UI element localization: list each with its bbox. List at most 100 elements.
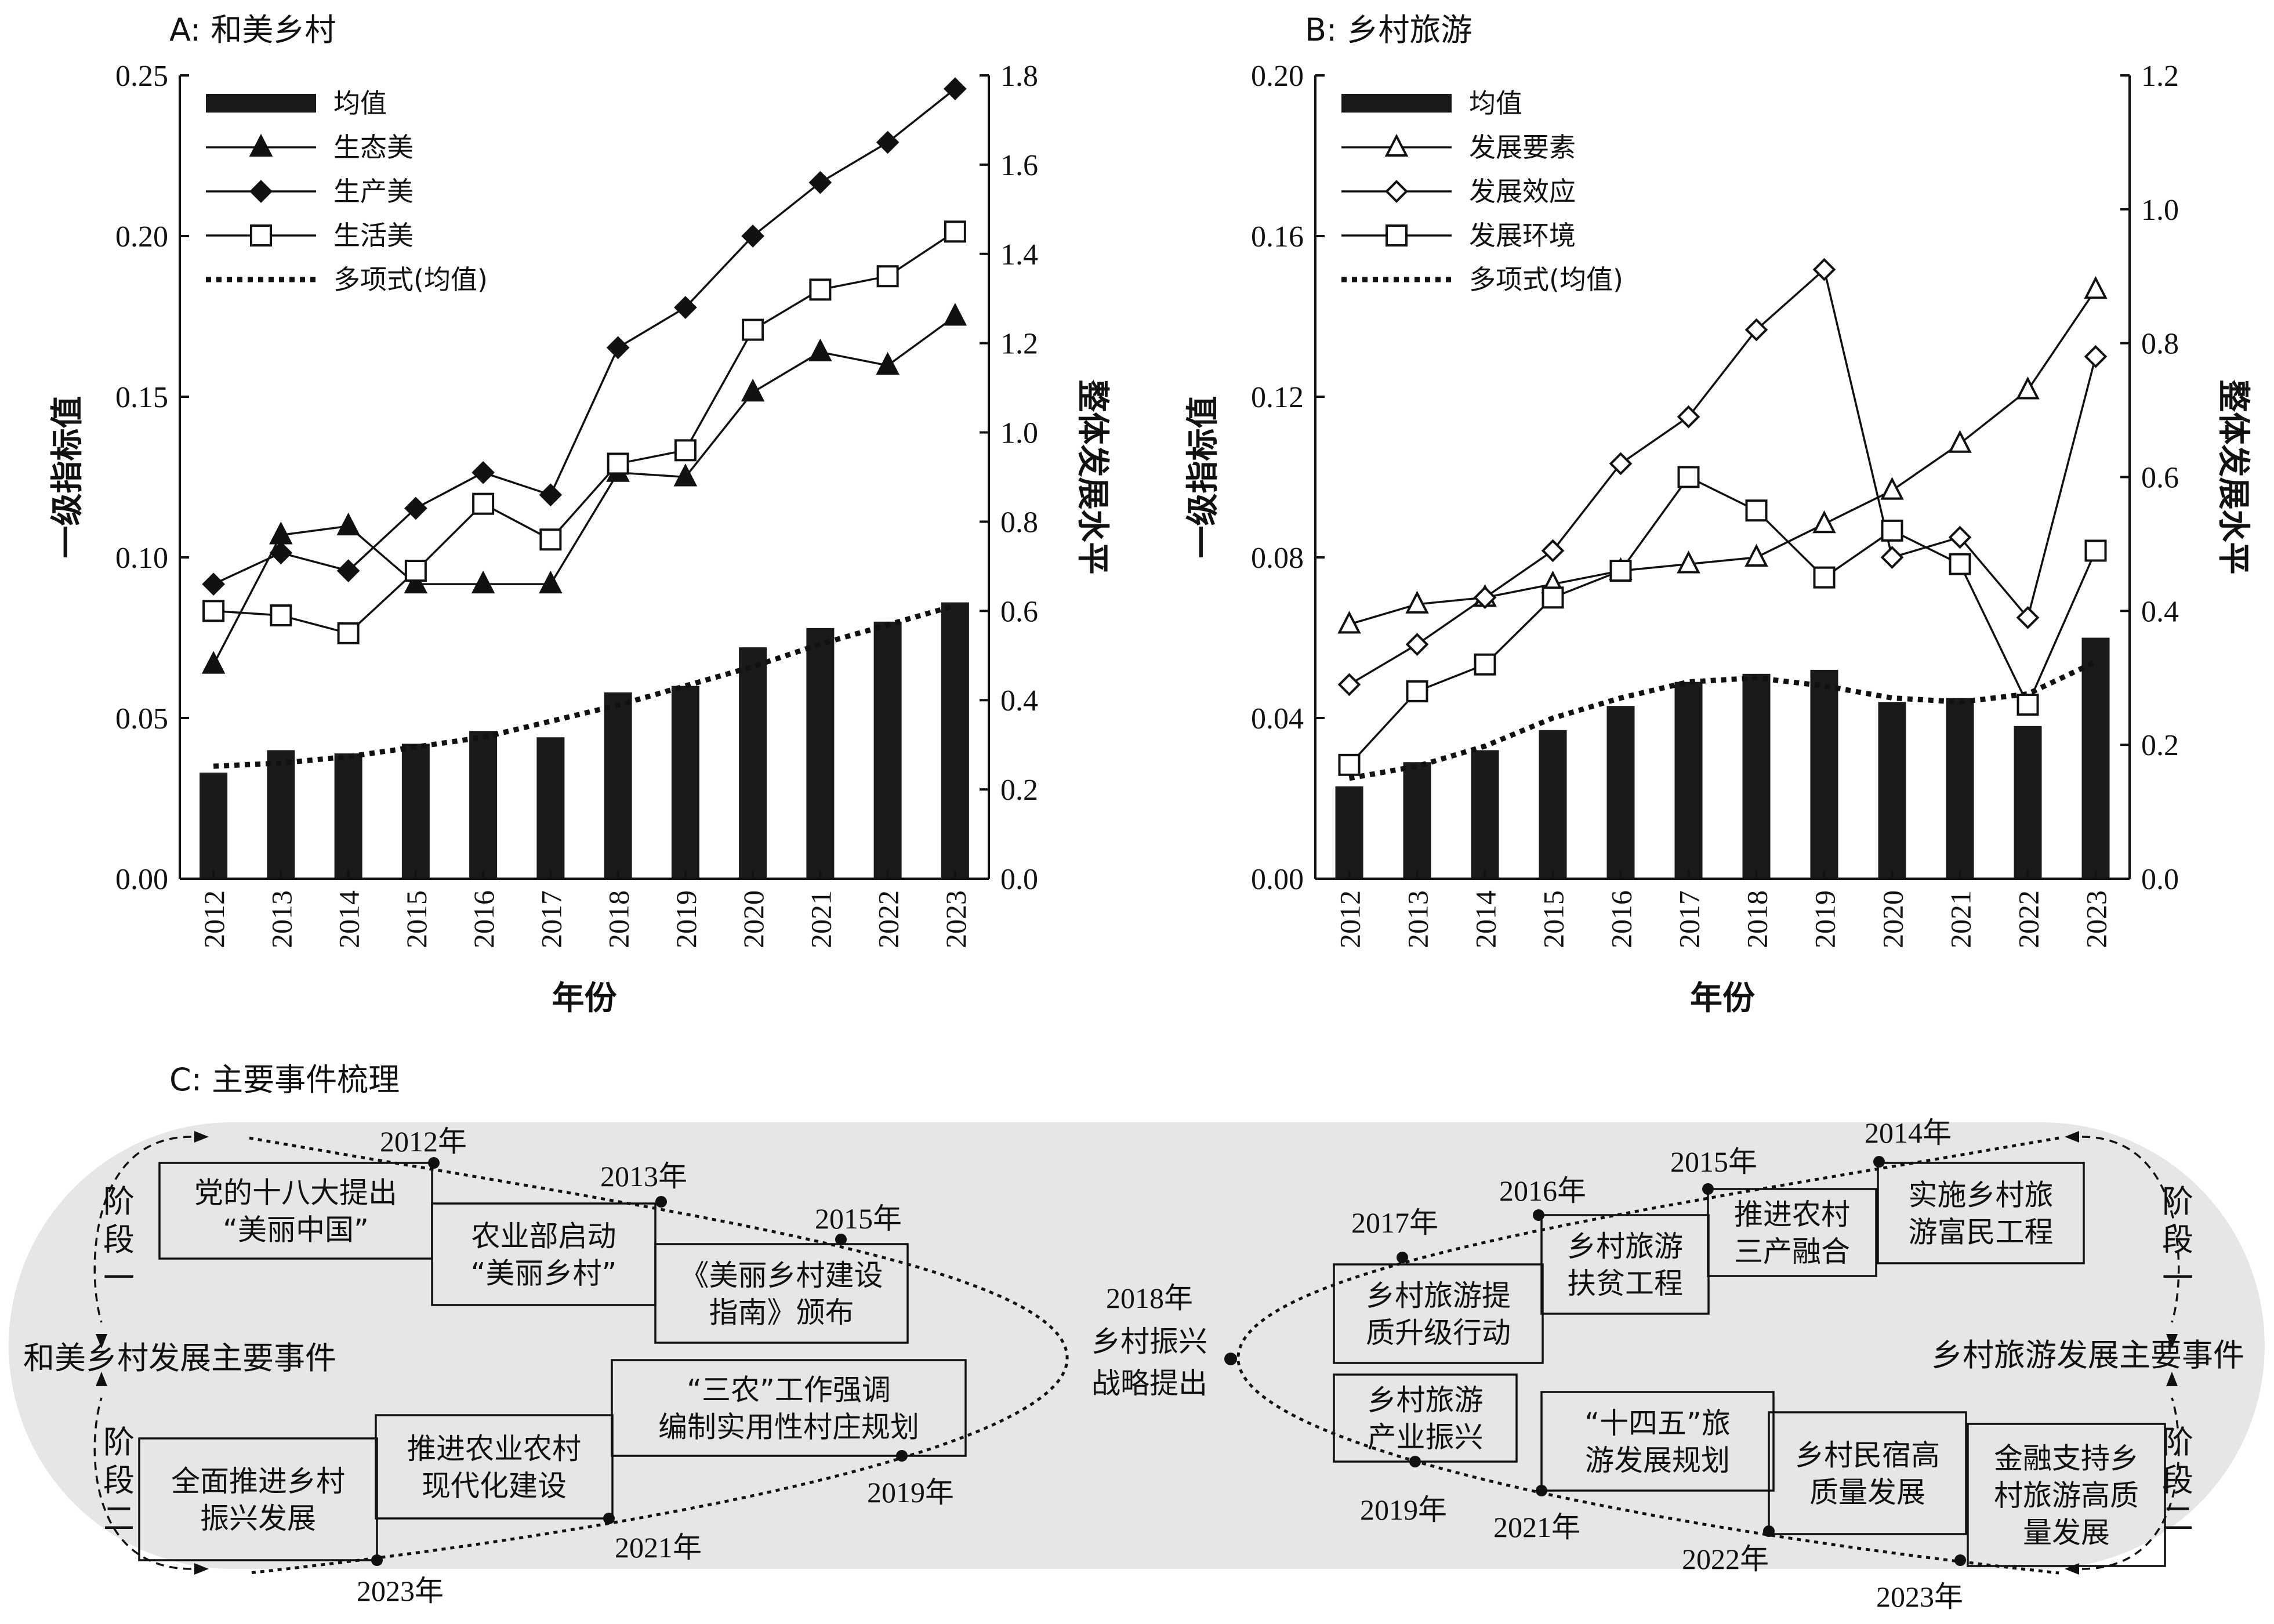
y-right-tick-label: 0.2 bbox=[2141, 729, 2179, 762]
series-1-point-2020 bbox=[1880, 477, 1904, 500]
legend-label-2: 发展效应 bbox=[1469, 176, 1576, 207]
bar-2022 bbox=[2014, 726, 2042, 879]
right-lower-event-4-text: 村旅游高质 bbox=[1994, 1479, 2139, 1513]
series-3-point-2018 bbox=[607, 452, 629, 475]
bar-2022 bbox=[873, 621, 902, 879]
series-1-point-2019 bbox=[673, 463, 698, 487]
legend-marker-3 bbox=[1386, 224, 1408, 246]
legend-label-2: 生产美 bbox=[333, 176, 414, 207]
series-3-point-2017 bbox=[1677, 466, 1700, 488]
legend-label-3: 发展环境 bbox=[1469, 220, 1576, 251]
series-1-point-2014 bbox=[336, 512, 360, 536]
right-stage-arrow-bottom bbox=[2081, 1397, 2180, 1570]
right-stage-arrow-top bbox=[2081, 1136, 2180, 1323]
legend-marker-1 bbox=[1384, 133, 1409, 157]
x-tick-label: 2020 bbox=[1877, 890, 1909, 948]
series-3-point-2015 bbox=[404, 560, 427, 582]
right-lower-event-2-box bbox=[1540, 1391, 1775, 1492]
x-tick-label: 2018 bbox=[1741, 890, 1773, 948]
arrowhead bbox=[2065, 1131, 2079, 1143]
series-3-point-2020 bbox=[742, 318, 764, 341]
series-2-point-2023 bbox=[2084, 345, 2108, 368]
left-lower-event-3-dot bbox=[371, 1554, 383, 1566]
right-lower-event-4-text: 金融支持乡 bbox=[1994, 1442, 2139, 1476]
series-2-point-2017 bbox=[1677, 405, 1700, 429]
right-upper-event-3-year: 2016年 bbox=[1499, 1174, 1586, 1207]
right-lower-event-1-text: 产业振兴 bbox=[1368, 1420, 1484, 1454]
legend-marker-1 bbox=[249, 133, 273, 157]
series-3-point-2013 bbox=[1406, 680, 1428, 702]
x-tick-label: 2017 bbox=[1673, 890, 1706, 948]
series-2-point-2021 bbox=[1948, 525, 1972, 549]
left-lower-event-1-dot bbox=[896, 1450, 908, 1462]
y-axis-right-title: 整体发展水平 bbox=[1073, 380, 1111, 575]
series-3-point-2022 bbox=[876, 265, 899, 288]
y-axis-left-title: 一级指标值 bbox=[1184, 396, 1222, 559]
series-line-2 bbox=[213, 88, 956, 585]
x-tick-label: 2014 bbox=[333, 890, 365, 948]
series-2-point-2022 bbox=[876, 130, 900, 154]
right-upper-event-4-text: 质升级行动 bbox=[1366, 1316, 1511, 1350]
legend-bar-swatch bbox=[1341, 94, 1452, 113]
bar-2019 bbox=[671, 686, 699, 879]
series-1-point-2012 bbox=[1337, 611, 1361, 634]
legend-bar-swatch bbox=[206, 94, 316, 113]
chart-panel-b: 0.00 0.04 0.08 0.12 0.16 0.20 0.0 0.2 0.4 0.6 0.8 1… bbox=[1184, 12, 2252, 1017]
right-upper-event-3-text: 扶贫工程 bbox=[1567, 1267, 1683, 1300]
right-lower-event-4-dot bbox=[1954, 1554, 1966, 1566]
left-timeline-curve bbox=[249, 1136, 1069, 1575]
right-lower-event-2-dot bbox=[1536, 1485, 1547, 1496]
series-1-point-2016 bbox=[471, 570, 495, 594]
right-upper-event-2-text: 推进农村 bbox=[1734, 1198, 1850, 1231]
left-lower-event-3-text: 振兴发展 bbox=[200, 1502, 316, 1535]
y-right-tick-label: 0.0 bbox=[1000, 863, 1038, 896]
left-side-label: 和美乡村发展主要事件 bbox=[23, 1340, 336, 1376]
right-stage-one: 阶 bbox=[2162, 1183, 2193, 1220]
y-right-tick-label: 0.4 bbox=[1000, 684, 1038, 717]
bar-2021 bbox=[1946, 698, 1974, 879]
y-right-tick-label: 1.6 bbox=[1000, 149, 1038, 182]
bar-2018 bbox=[1742, 673, 1771, 879]
series-1-point-2023 bbox=[943, 303, 967, 326]
series-line-1 bbox=[1349, 289, 2097, 626]
trend-line bbox=[213, 603, 956, 769]
left-lower-event-2-text: 现代化建设 bbox=[422, 1469, 567, 1503]
series-2-point-2012 bbox=[1337, 673, 1361, 697]
left-stage-two: 阶 bbox=[103, 1424, 135, 1460]
timeline-background bbox=[9, 1122, 2265, 1569]
right-lower-event-2-year: 2021年 bbox=[1493, 1511, 1580, 1543]
series-3-point-2014 bbox=[337, 622, 360, 644]
series-line-3 bbox=[213, 230, 956, 635]
center-event-dot bbox=[1224, 1353, 1237, 1365]
arrowhead bbox=[96, 1334, 107, 1348]
y-right-tick-label: 0.4 bbox=[2141, 595, 2179, 628]
series-3-point-2014 bbox=[1474, 653, 1496, 676]
series-3-point-2019 bbox=[674, 439, 697, 462]
chart-panel-a: 0.00 0.05 0.10 0.15 0.20 0.25 0.0 0.2 0.4 0.6 0.8 1… bbox=[49, 12, 1111, 1017]
center-event-year: 2018年 bbox=[1106, 1282, 1193, 1314]
right-lower-event-3-text: 乡村民宿高 bbox=[1795, 1438, 1940, 1472]
trend-line bbox=[1348, 659, 2097, 781]
legend-marker-3 bbox=[250, 224, 272, 246]
bar-2019 bbox=[1810, 669, 1838, 879]
left-stage-arrow-top bbox=[93, 1136, 192, 1323]
right-side-label: 乡村旅游发展主要事件 bbox=[1931, 1337, 2244, 1373]
bar-2020 bbox=[739, 647, 767, 879]
left-lower-event-1-year: 2019年 bbox=[867, 1476, 954, 1509]
x-tick-label: 2013 bbox=[1402, 890, 1434, 948]
series-2-point-2014 bbox=[336, 559, 360, 582]
bar-2017 bbox=[536, 737, 565, 879]
legend-label-trend: 多项式(均值) bbox=[1469, 264, 1623, 295]
right-stage-one: 一 bbox=[2162, 1260, 2193, 1296]
left-lower-event-1-text: 编制实用性村庄规划 bbox=[658, 1411, 919, 1444]
series-2-point-2022 bbox=[2016, 606, 2040, 629]
left-stage-arrow-bottom bbox=[93, 1397, 192, 1570]
series-1-point-2015 bbox=[404, 570, 428, 594]
x-tick-label: 2016 bbox=[467, 890, 500, 948]
right-lower-event-3-box bbox=[1768, 1411, 1967, 1535]
legend-label-1: 发展要素 bbox=[1469, 132, 1576, 163]
left-upper-event-2-text: “美丽乡村” bbox=[471, 1257, 617, 1290]
left-lower-event-2-dot bbox=[603, 1513, 615, 1524]
series-2-point-2013 bbox=[1405, 633, 1429, 656]
